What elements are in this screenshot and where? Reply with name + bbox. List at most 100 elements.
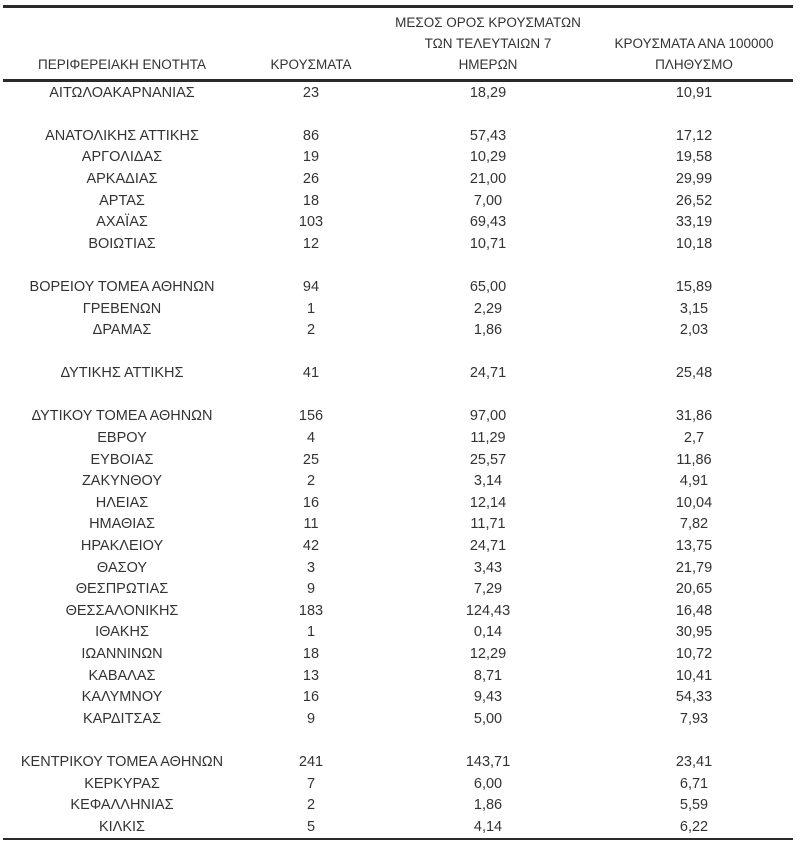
- per100k-cell: 25,48: [675, 365, 713, 382]
- avg7-cell: 24,71: [469, 365, 507, 382]
- region-name-cell: ΖΑΚΥΝΘΟΥ: [81, 473, 163, 490]
- region-name-cell: ΓΡΕΒΕΝΩΝ: [82, 300, 162, 317]
- per100k-cell: 3,15: [679, 300, 709, 317]
- cases-cell: 3: [306, 559, 316, 576]
- avg7-cell: 0,14: [473, 624, 503, 641]
- region-name-cell: ΘΑΣΟΥ: [96, 559, 148, 576]
- per100k-cell: 26,52: [675, 192, 713, 209]
- region-name-cell: ΙΘΑΚΗΣ: [95, 624, 149, 641]
- region-name-cell: ΕΒΡΟΥ: [97, 430, 147, 447]
- per100k-cell: 33,19: [675, 214, 713, 231]
- avg7-cell: 143,71: [465, 753, 511, 770]
- avg7-cell: 69,43: [469, 214, 507, 231]
- region-name-cell: ΗΛΕΙΑΣ: [95, 494, 149, 511]
- spacer-cell: [3, 730, 793, 752]
- cases-cell: 23: [302, 84, 320, 101]
- per100k-cell: 5,59: [679, 797, 709, 814]
- region-name-cell: ΑΡΚΑΔΙΑΣ: [86, 170, 158, 187]
- cases-cell: 42: [302, 538, 320, 555]
- avg7-cell: 65,00: [469, 278, 507, 295]
- region-name-cell: ΚΑΡΔΙΤΣΑΣ: [82, 710, 162, 727]
- avg7-cell: 1,86: [473, 322, 503, 339]
- avg7-cell: 57,43: [469, 127, 507, 144]
- table-row: ΑΡΚΑΔΙΑΣ 26 21,00 29,99: [3, 168, 793, 190]
- cases-cell: 241: [298, 753, 324, 770]
- avg7-cell: 25,57: [469, 451, 507, 468]
- region-name-cell: ΗΡΑΚΛΕΙΟΥ: [80, 538, 164, 555]
- per100k-cell: 30,95: [675, 624, 713, 641]
- region-name-cell: ΑΙΤΩΛΟΑΚΑΡΝΑΝΙΑΣ: [49, 84, 195, 101]
- table-row: ΗΛΕΙΑΣ 16 12,14 10,04: [3, 492, 793, 514]
- table-row: ΒΟΙΩΤΙΑΣ 12 10,71 10,18: [3, 233, 793, 255]
- cases-cell: 156: [298, 408, 324, 425]
- table-row: ΒΟΡΕΙΟΥ ΤΟΜΕΑ ΑΘΗΝΩΝ 94 65,00 15,89: [3, 276, 793, 298]
- per100k-cell: 11,86: [676, 451, 712, 468]
- spacer-cell: [3, 384, 793, 406]
- region-name-cell: ΚΙΛΚΙΣ: [98, 818, 146, 835]
- cases-cell: 1: [306, 624, 316, 641]
- region-name-cell: ΘΕΣΣΑΛΟΝΙΚΗΣ: [65, 602, 179, 619]
- cases-cell: 41: [302, 365, 320, 382]
- spacer-cell: [3, 341, 793, 363]
- table-row: ΚΑΛΥΜΝΟΥ 16 9,43 54,33: [3, 686, 793, 708]
- table-row: ΔΥΤΙΚΗΣ ΑΤΤΙΚΗΣ 41 24,71 25,48: [3, 362, 793, 384]
- table-row: ΑΝΑΤΟΛΙΚΗΣ ΑΤΤΙΚΗΣ 86 57,43 17,12: [3, 125, 793, 147]
- per100k-cell: 17,12: [675, 127, 713, 144]
- table-header: ΠΕΡΙΦΕΡΕΙΑΚΗ ΕΝΟΤΗΤΑ ΚΡΟΥΣΜΑΤΑ ΜΕΣΟΣ ΟΡΟ…: [3, 6, 793, 82]
- spacer-row: [3, 384, 793, 406]
- region-name-cell: ΘΕΣΠΡΩΤΙΑΣ: [75, 581, 169, 598]
- table-row: ΑΡΓΟΛΙΔΑΣ 19 10,29 19,58: [3, 147, 793, 169]
- cases-cell: 2: [306, 797, 316, 814]
- per100k-cell: 10,18: [675, 235, 713, 252]
- per100k-cell: 23,41: [675, 753, 713, 770]
- region-name-cell: ΔΥΤΙΚΟΥ ΤΟΜΕΑ ΑΘΗΝΩΝ: [31, 408, 213, 425]
- per100k-cell: 10,91: [675, 84, 713, 101]
- avg7-cell: 12,29: [469, 646, 507, 662]
- region-name-cell: ΗΜΑΘΙΑΣ: [89, 516, 155, 533]
- table-row: ΓΡΕΒΕΝΩΝ 1 2,29 3,15: [3, 298, 793, 320]
- cases-cell: 18: [302, 646, 320, 662]
- cases-cell: 2: [306, 473, 316, 490]
- table-row: ΚΙΛΚΙΣ 5 4,14 6,22: [3, 816, 793, 839]
- cases-cell: 86: [302, 127, 320, 144]
- per100k-cell: 4,91: [679, 473, 709, 490]
- per100k-cell: 31,86: [675, 408, 713, 425]
- avg7-cell: 8,71: [473, 667, 503, 684]
- column-header-regional-unit: ΠΕΡΙΦΕΡΕΙΑΚΗ ΕΝΟΤΗΤΑ: [3, 6, 241, 82]
- table-row: ΑΧΑΪΑΣ 103 69,43 33,19: [3, 211, 793, 233]
- cases-cell: 26: [302, 170, 320, 187]
- table-body: ΑΙΤΩΛΟΑΚΑΡΝΑΝΙΑΣ 23 18,29 10,91 ΑΝΑΤΟΛΙΚΗΣ Α…: [3, 80, 793, 838]
- table-row: ΚΕΦΑΛΛΗΝΙΑΣ 2 1,86 5,59: [3, 794, 793, 816]
- per100k-cell: 7,93: [679, 710, 709, 727]
- table-row: ΘΑΣΟΥ 3 3,43 21,79: [3, 557, 793, 579]
- per100k-cell: 20,65: [675, 581, 713, 598]
- table-row: ΕΥΒΟΙΑΣ 25 25,57 11,86: [3, 449, 793, 471]
- avg7-cell: 12,14: [469, 494, 507, 511]
- avg7-cell: 1,86: [473, 797, 503, 814]
- cases-cell: 16: [302, 494, 320, 511]
- table-row: ΘΕΣΣΑΛΟΝΙΚΗΣ 183 124,43 16,48: [3, 600, 793, 622]
- per100k-cell: 10,72: [675, 646, 713, 662]
- region-name-cell: ΕΥΒΟΙΑΣ: [90, 451, 154, 468]
- avg7-cell: 24,71: [469, 538, 507, 555]
- avg7-cell: 10,71: [469, 235, 507, 252]
- avg7-cell: 3,14: [473, 473, 503, 490]
- per100k-cell: 15,89: [675, 278, 713, 295]
- table-row: ΔΥΤΙΚΟΥ ΤΟΜΕΑ ΑΘΗΝΩΝ 156 97,00 31,86: [3, 406, 793, 428]
- table-row: ΚΕΡΚΥΡΑΣ 7 6,00 6,71: [3, 773, 793, 795]
- regional-cases-table: ΠΕΡΙΦΕΡΕΙΑΚΗ ΕΝΟΤΗΤΑ ΚΡΟΥΣΜΑΤΑ ΜΕΣΟΣ ΟΡΟ…: [3, 5, 793, 840]
- column-header-cases-per-100000: ΚΡΟΥΣΜΑΤΑ ΑΝΑ 100000 ΠΛΗΘΥΣΜΟ: [595, 6, 793, 82]
- cases-cell: 5: [306, 818, 316, 835]
- region-name-cell: ΚΑΒΑΛΑΣ: [88, 667, 156, 684]
- region-name-cell: ΚΕΡΚΥΡΑΣ: [84, 775, 160, 792]
- region-name-cell: ΑΝΑΤΟΛΙΚΗΣ ΑΤΤΙΚΗΣ: [45, 127, 199, 144]
- table-row: ΑΙΤΩΛΟΑΚΑΡΝΑΝΙΑΣ 23 18,29 10,91: [3, 80, 793, 103]
- avg7-cell: 4,14: [473, 818, 503, 835]
- per100k-cell: 16,48: [675, 602, 713, 619]
- avg7-cell: 10,29: [469, 149, 507, 166]
- per100k-cell: 10,41: [675, 667, 713, 684]
- table-row: ΚΑΡΔΙΤΣΑΣ 9 5,00 7,93: [3, 708, 793, 730]
- cases-cell: 9: [306, 581, 316, 598]
- table-row: ΔΡΑΜΑΣ 2 1,86 2,03: [3, 319, 793, 341]
- table-header-row: ΠΕΡΙΦΕΡΕΙΑΚΗ ΕΝΟΤΗΤΑ ΚΡΟΥΣΜΑΤΑ ΜΕΣΟΣ ΟΡΟ…: [3, 6, 793, 82]
